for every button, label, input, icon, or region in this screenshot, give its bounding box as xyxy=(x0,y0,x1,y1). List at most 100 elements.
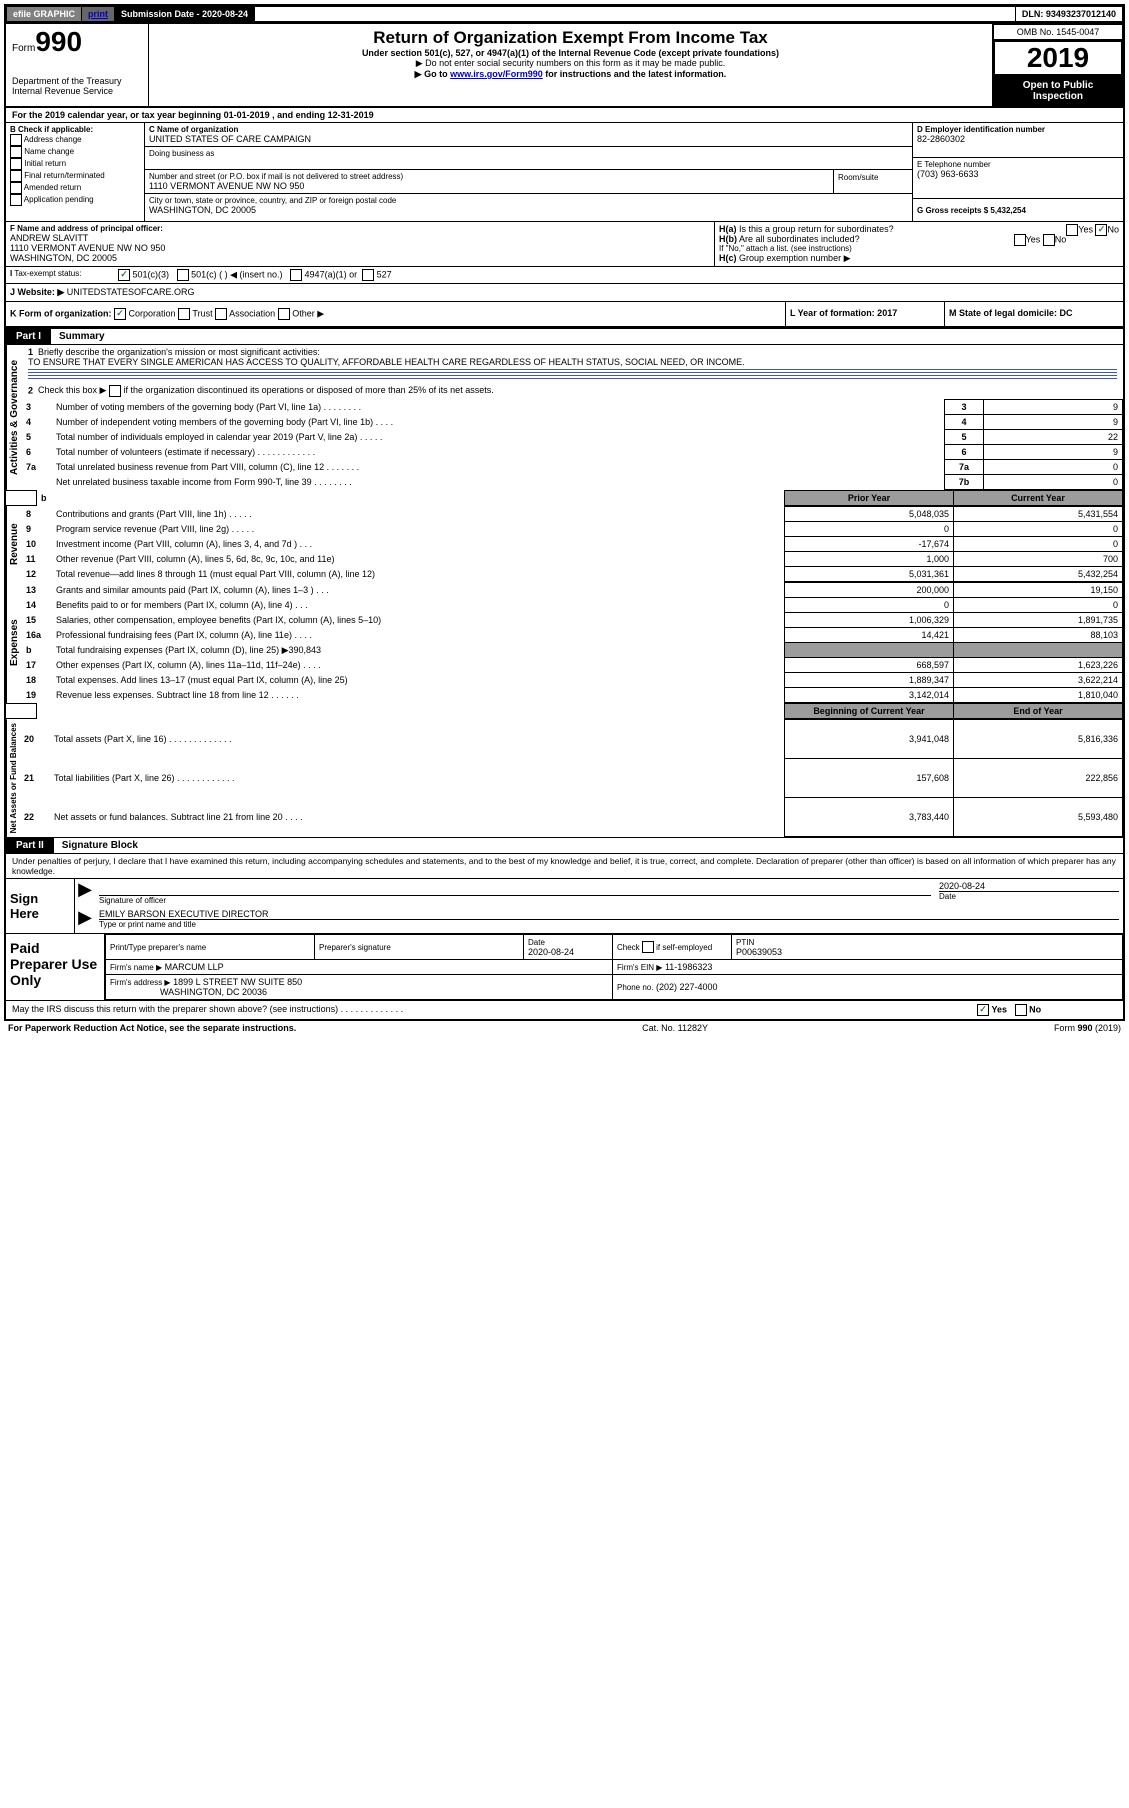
col-begin: Beginning of Current Year xyxy=(785,704,954,719)
firm-phone: (202) 227-4000 xyxy=(656,982,718,992)
discuss-yes[interactable] xyxy=(977,1004,989,1016)
opt-501c3: 501(c)(3) xyxy=(133,269,170,279)
discuss-no[interactable] xyxy=(1015,1004,1027,1016)
officer-name: ANDREW SLAVITT xyxy=(10,233,710,243)
top-bar: efile GRAPHIC print Submission Date - 20… xyxy=(6,6,1123,22)
chk-address[interactable] xyxy=(10,134,22,146)
part2-title: Signature Block xyxy=(54,838,146,853)
firm-ein-lbl: Firm's EIN ▶ xyxy=(617,963,662,972)
gross-receipts: G Gross receipts $ 5,432,254 xyxy=(917,206,1026,215)
sig-name-val: EMILY BARSON EXECUTIVE DIRECTOR xyxy=(99,909,1119,920)
firm-name: MARCUM LLP xyxy=(165,962,224,972)
chk-name[interactable] xyxy=(10,146,22,158)
hc-text: Group exemption number ▶ xyxy=(739,253,850,263)
part2-header: Part II Signature Block xyxy=(6,837,1123,854)
opt-4947: 4947(a)(1) or xyxy=(305,269,358,279)
submission-date: Submission Date - 2020-08-24 xyxy=(115,7,255,21)
vlabel-exp: Expenses xyxy=(6,582,22,703)
form-title: Return of Organization Exempt From Incom… xyxy=(153,28,988,48)
chk-trust[interactable] xyxy=(178,308,190,320)
chk-initial[interactable] xyxy=(10,158,22,170)
form-number: 990 xyxy=(35,26,82,57)
title-sub2: ▶ Do not enter social security numbers o… xyxy=(153,58,988,69)
ein-val: 82-2860302 xyxy=(917,134,1119,144)
opt-address: Address change xyxy=(24,135,82,144)
firm-addr1: 1899 L STREET NW SUITE 850 xyxy=(173,977,302,987)
firm-name-lbl: Firm's name ▶ xyxy=(110,963,162,972)
opt-final: Final return/terminated xyxy=(24,171,104,180)
yes-lbl: Yes xyxy=(992,1005,1008,1015)
hb-no[interactable] xyxy=(1043,234,1055,246)
chk-corp[interactable] xyxy=(114,308,126,320)
dept-treasury: Department of the Treasury xyxy=(12,76,142,86)
org-city: WASHINGTON, DC 20005 xyxy=(149,205,908,215)
room-lbl: Room/suite xyxy=(838,173,878,182)
paid-prep-lbl: Paid Preparer Use Only xyxy=(6,934,105,1000)
prep-name-lbl: Print/Type preparer's name xyxy=(110,943,206,952)
sig-date-val: 2020-08-24 xyxy=(939,881,1119,891)
opt-initial: Initial return xyxy=(24,159,66,168)
print-button[interactable]: print xyxy=(82,7,115,21)
prep-date-lbl: Date xyxy=(528,938,545,947)
ha-yes[interactable] xyxy=(1066,224,1078,236)
sig-officer-lbl: Signature of officer xyxy=(99,896,931,905)
title-sub1: Under section 501(c), 527, or 4947(a)(1)… xyxy=(153,48,988,58)
opt-527: 527 xyxy=(377,269,392,279)
chk-pending[interactable] xyxy=(10,194,22,206)
q1-lbl: Briefly describe the organization's miss… xyxy=(38,347,320,357)
sig-name-lbl: Type or print name and title xyxy=(99,920,1119,929)
org-address: 1110 VERMONT AVENUE NW NO 950 xyxy=(149,181,829,191)
part1-header: Part I Summary xyxy=(6,328,1123,345)
col-curr: Current Year xyxy=(954,491,1123,506)
part1-tab: Part I xyxy=(6,329,51,344)
dept-irs: Internal Revenue Service xyxy=(12,86,142,96)
footer-right: Form 990 (2019) xyxy=(1054,1023,1121,1033)
dln-label: DLN: 93493237012140 xyxy=(1016,7,1122,21)
website-val: UNITEDSTATESOFCARE.ORG xyxy=(67,287,195,297)
no-lbl: No xyxy=(1029,1005,1041,1015)
form990-link[interactable]: www.irs.gov/Form990 xyxy=(450,69,543,79)
ha-no[interactable] xyxy=(1095,224,1107,236)
sig-date-lbl: Date xyxy=(939,891,1119,901)
opt-assoc: Association xyxy=(229,308,275,318)
opt-pending: Application pending xyxy=(24,195,94,204)
chk-501c[interactable] xyxy=(177,269,189,281)
firm-addr-lbl: Firm's address ▶ xyxy=(110,978,171,987)
footer-left: For Paperwork Reduction Act Notice, see … xyxy=(8,1023,296,1033)
ptin-lbl: PTIN xyxy=(736,938,754,947)
col-prior: Prior Year xyxy=(785,491,954,506)
vlabel-ag: Activities & Governance xyxy=(6,345,22,490)
tax-year: 2019 xyxy=(993,40,1123,76)
omb-number: OMB No. 1545-0047 xyxy=(993,24,1123,40)
chk-final[interactable] xyxy=(10,170,22,182)
form-header: Form990 Department of the Treasury Inter… xyxy=(6,22,1123,108)
efile-label: efile GRAPHIC xyxy=(7,7,82,21)
k-lbl: K Form of organization: xyxy=(10,308,112,318)
dba-lbl: Doing business as xyxy=(149,149,908,158)
table-activities: 3 Number of voting members of the govern… xyxy=(22,399,1123,490)
phone-val: (703) 963-6633 xyxy=(917,169,1119,179)
prep-sig-lbl: Preparer's signature xyxy=(319,943,391,952)
m-lbl: M State of legal domicile: DC xyxy=(949,308,1073,318)
hb-yes[interactable] xyxy=(1014,234,1026,246)
chk-501c3[interactable] xyxy=(118,269,130,281)
page-footer: For Paperwork Reduction Act Notice, see … xyxy=(4,1021,1125,1035)
i-lbl: Tax-exempt status: xyxy=(14,269,81,278)
chk-amended[interactable] xyxy=(10,182,22,194)
opt-501c: 501(c) ( ) ◀ (insert no.) xyxy=(191,269,282,279)
addr-lbl: Number and street (or P.O. box if mail i… xyxy=(149,172,829,181)
j-lbl: Website: ▶ xyxy=(18,287,65,297)
chk-other[interactable] xyxy=(278,308,290,320)
checkB-label: B Check if applicable: xyxy=(10,125,140,134)
q2-text: Check this box ▶ if the organization dis… xyxy=(38,385,494,395)
chk-527[interactable] xyxy=(362,269,374,281)
chk-selfemp[interactable] xyxy=(642,941,654,953)
chk-assoc[interactable] xyxy=(215,308,227,320)
period-line: For the 2019 calendar year, or tax year … xyxy=(12,110,374,120)
part1-title: Summary xyxy=(51,329,113,344)
table-expenses: 13 Grants and similar amounts paid (Part… xyxy=(22,582,1123,703)
footer-mid: Cat. No. 11282Y xyxy=(642,1023,708,1033)
opt-trust: Trust xyxy=(192,308,212,318)
chk-4947[interactable] xyxy=(290,269,302,281)
chk-discontinued[interactable] xyxy=(109,385,121,397)
